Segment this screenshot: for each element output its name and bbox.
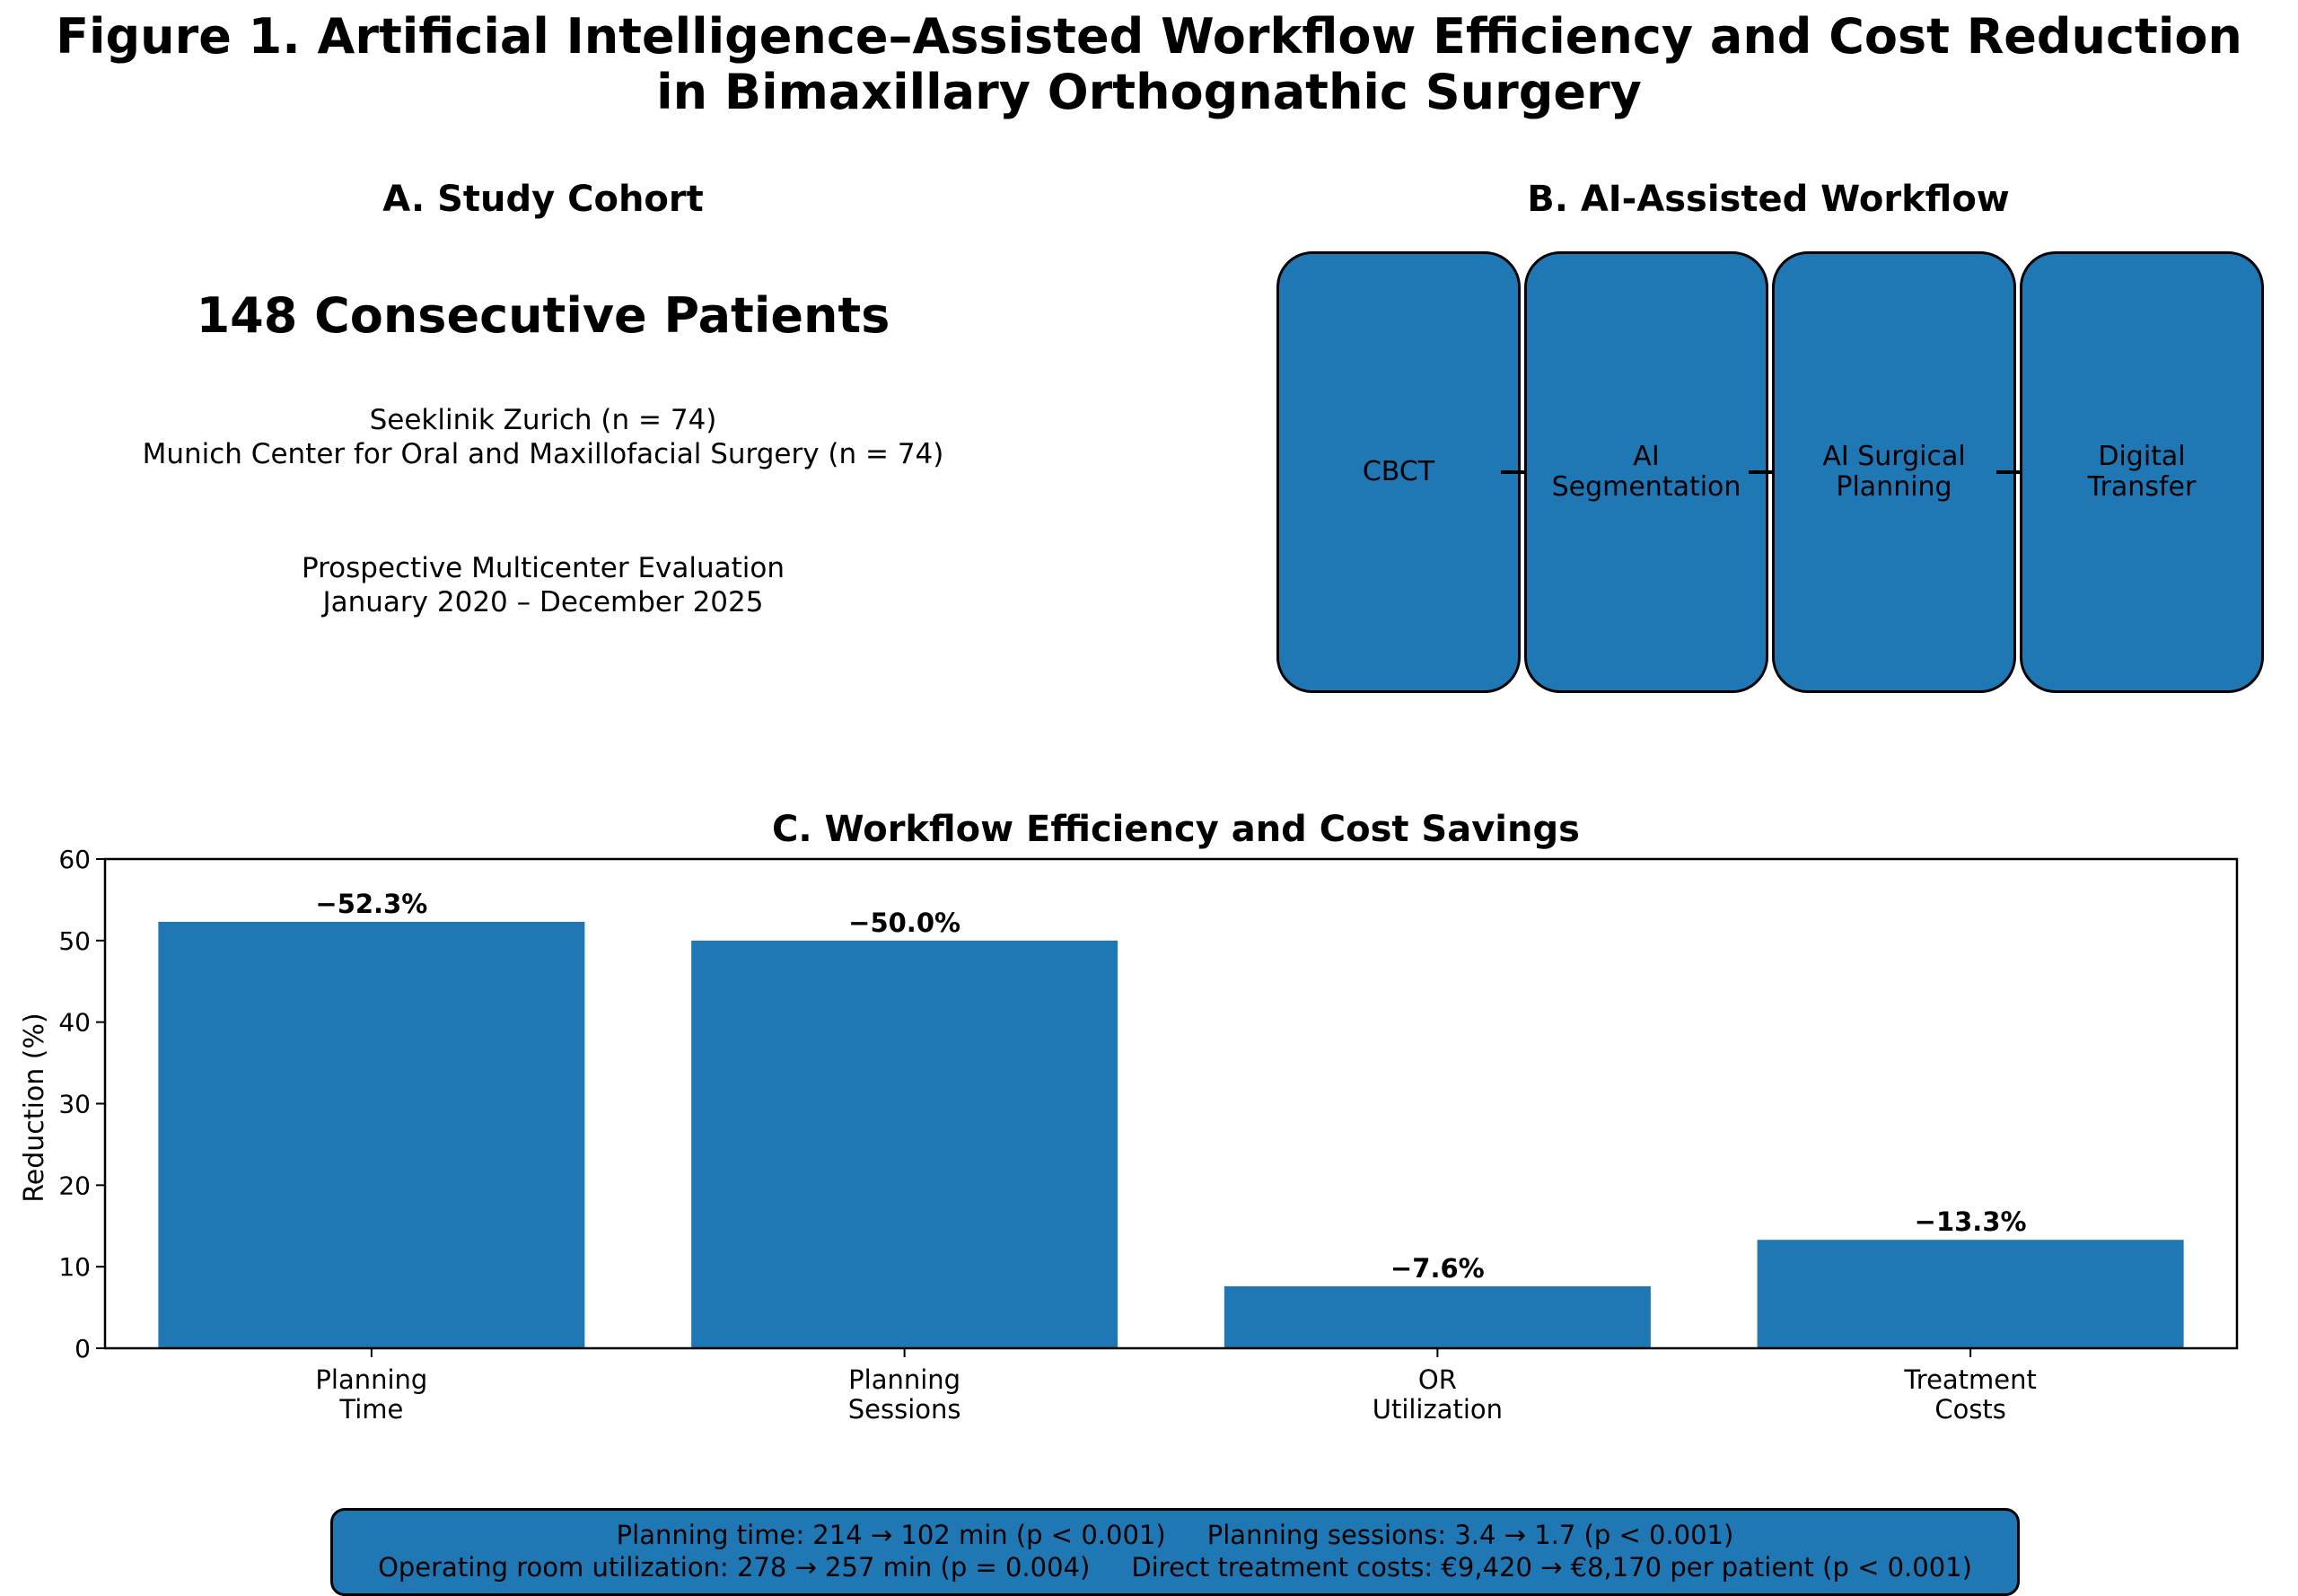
bar <box>691 940 1118 1348</box>
summary-line-1: Planning time: 214 → 102 min (p < 0.001)… <box>616 1520 1734 1550</box>
workflow-connector <box>1501 470 1524 474</box>
panel-a-title: A. Study Cohort <box>382 179 704 220</box>
study-design: Prospective Multicenter Evaluation <box>301 552 785 584</box>
y-tick-label: 60 <box>58 845 91 874</box>
chart-title: C. Workflow Efficiency and Cost Savings <box>772 809 1580 850</box>
y-axis-label: Reduction (%) <box>19 1013 50 1202</box>
workflow-step-label: AI Segmentation <box>1551 441 1741 503</box>
figure-title: Figure 1. Artificial Intelligence–Assist… <box>0 9 2298 120</box>
x-tick-label: Treatment Costs <box>1903 1364 2037 1425</box>
x-tick-label: OR Utilization <box>1373 1364 1503 1425</box>
x-tick-label: Planning Time <box>315 1364 427 1425</box>
workflow-connector <box>1996 470 2020 474</box>
y-tick-label: 30 <box>58 1090 91 1119</box>
workflow-step-cbct: CBCT <box>1276 251 1521 693</box>
y-tick-label: 10 <box>58 1252 91 1282</box>
bar <box>1757 1240 2184 1348</box>
bar-chart: C. Workflow Efficiency and Cost Savings … <box>19 809 2239 1425</box>
x-tick-label: Planning Sessions <box>848 1364 961 1425</box>
cohort-count: 148 Consecutive Patients <box>196 287 890 344</box>
study-period: January 2020 – December 2025 <box>322 586 764 618</box>
site-munich: Munich Center for Oral and Maxillofacial… <box>142 438 944 470</box>
workflow-step-ai-surgical-planning: AI Surgical Planning <box>1772 251 2016 693</box>
summary-box: Planning time: 214 → 102 min (p < 0.001)… <box>330 1508 2020 1596</box>
bar <box>1224 1285 1651 1348</box>
panel-b-title: B. AI-Assisted Workflow <box>1527 179 2010 220</box>
plot-frame <box>103 857 2239 1350</box>
figure-title-line-1: Figure 1. Artificial Intelligence–Assist… <box>56 8 2242 65</box>
workflow-step-ai-segmentation: AI Segmentation <box>1524 251 1768 693</box>
summary-line-2: Operating room utilization: 278 → 257 mi… <box>378 1552 1972 1583</box>
y-tick-label: 40 <box>58 1008 91 1038</box>
y-tick-label: 20 <box>58 1171 91 1200</box>
bar <box>158 921 585 1348</box>
figure-title-line-2: in Bimaxillary Orthognathic Surgery <box>656 64 1642 120</box>
workflow-step-label: AI Surgical Planning <box>1822 441 1966 503</box>
data-label: −7.6% <box>1390 1253 1485 1284</box>
data-label: −50.0% <box>848 908 960 938</box>
workflow-step-label: Digital Transfer <box>2087 441 2197 503</box>
workflow-step-digital-transfer: Digital Transfer <box>2020 251 2264 693</box>
data-label: −13.3% <box>1915 1206 2027 1237</box>
y-tick-label: 50 <box>58 926 91 956</box>
y-tick-label: 0 <box>75 1334 91 1364</box>
workflow-step-label: CBCT <box>1362 456 1435 487</box>
workflow-connector <box>1749 470 1772 474</box>
site-zurich: Seeklinik Zurich (n = 74) <box>369 404 717 436</box>
data-label: −52.3% <box>315 889 427 919</box>
